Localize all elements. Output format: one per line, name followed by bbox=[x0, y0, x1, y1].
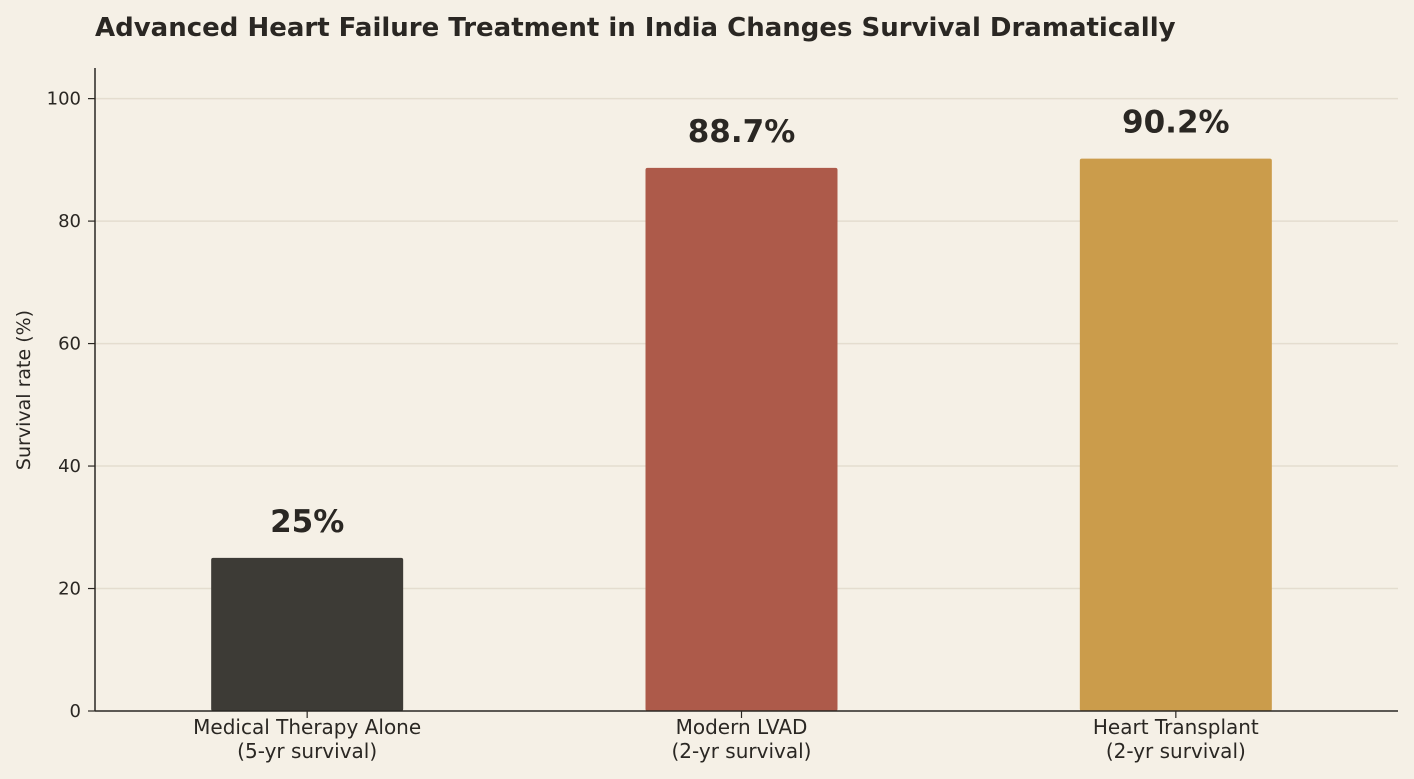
chart-title: Advanced Heart Failure Treatment in Indi… bbox=[95, 13, 1176, 43]
data-label: 88.7% bbox=[688, 114, 796, 150]
x-tick-label: (2-yr survival) bbox=[1106, 739, 1246, 763]
axes bbox=[94, 68, 1398, 712]
bar bbox=[1079, 158, 1272, 711]
x-tick-label: Modern LVAD bbox=[676, 715, 808, 739]
x-tick-label: (5-yr survival) bbox=[237, 739, 377, 763]
y-tick-label: 20 bbox=[58, 579, 81, 600]
y-tick-label: 80 bbox=[58, 211, 81, 232]
y-tick-label: 60 bbox=[58, 334, 81, 355]
bars bbox=[211, 158, 1272, 711]
y-tick-label: 0 bbox=[70, 701, 81, 722]
y-tick-label: 40 bbox=[58, 456, 81, 477]
x-tick-label: Medical Therapy Alone bbox=[193, 715, 421, 739]
x-axis-ticks: Medical Therapy Alone(5-yr survival) Mode… bbox=[193, 711, 1259, 763]
data-label: 25% bbox=[270, 504, 344, 540]
bar bbox=[211, 557, 404, 711]
y-axis-ticks: 0 20 40 60 80 100 bbox=[47, 89, 95, 722]
x-tick-label: (2-yr survival) bbox=[672, 739, 812, 763]
bar bbox=[645, 167, 838, 711]
y-axis-label: Survival rate (%) bbox=[13, 310, 35, 470]
data-label: 90.2% bbox=[1122, 105, 1230, 141]
x-tick-label: Heart Transplant bbox=[1093, 715, 1259, 739]
data-labels: 25% 88.7% 90.2% bbox=[270, 105, 1230, 540]
y-tick-label: 100 bbox=[47, 89, 81, 110]
